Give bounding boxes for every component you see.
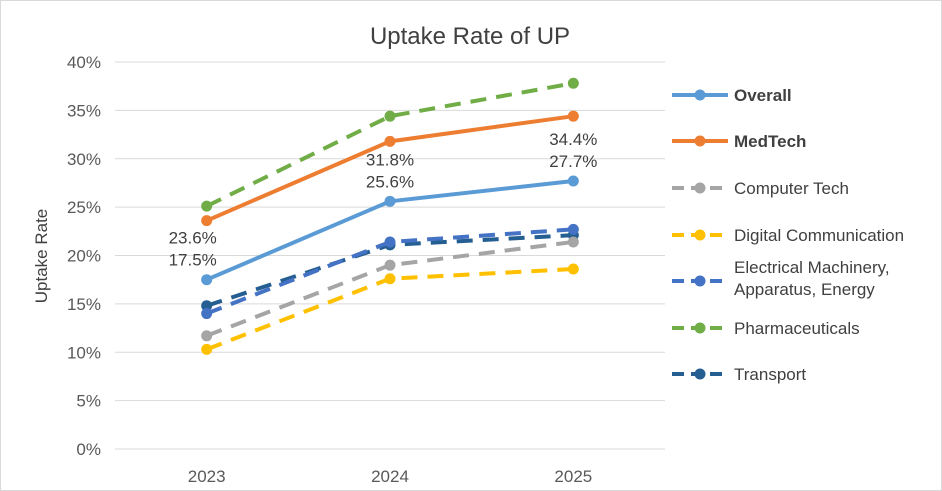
legend-item-digital-communication: Digital Communication (672, 226, 904, 245)
data-labels: 17.5% 25.6% 27.7% 23.6% 31.8% 34.4% (169, 130, 598, 270)
data-point (567, 110, 579, 122)
legend-item-overall: Overall (672, 86, 792, 105)
legend-label: Pharmaceuticals (734, 319, 860, 338)
series-computer-tech (201, 236, 579, 342)
data-point (567, 175, 579, 187)
data-point (201, 274, 213, 286)
data-label: 25.6% (366, 172, 414, 191)
legend-marker (694, 89, 706, 101)
legend-label: MedTech (734, 132, 806, 151)
data-point (201, 215, 213, 227)
data-point (384, 135, 396, 147)
data-point (567, 263, 579, 275)
x-tick-label: 2025 (554, 467, 592, 486)
data-label: 31.8% (366, 150, 414, 169)
y-tick-label: 25% (67, 198, 101, 217)
data-point (201, 200, 213, 212)
legend-item-computer-tech: Computer Tech (672, 179, 849, 198)
series-overall (201, 175, 579, 286)
data-point (384, 110, 396, 122)
y-tick-label: 35% (67, 101, 101, 120)
legend-item-pharmaceuticals: Pharmaceuticals (672, 319, 860, 338)
data-point (384, 273, 396, 285)
legend-label: Overall (734, 86, 792, 105)
legend-label: Computer Tech (734, 179, 849, 198)
data-label: 17.5% (169, 251, 217, 270)
y-axis: 0% 5% 10% 15% 20% 25% 30% 35% 40% (67, 53, 101, 459)
y-tick-label: 20% (67, 247, 101, 266)
legend-marker (694, 322, 706, 334)
data-label: 23.6% (169, 229, 217, 248)
series-digital-communication (201, 263, 579, 355)
x-tick-label: 2023 (188, 467, 226, 486)
legend-label: Electrical Machinery, (734, 258, 890, 277)
series-medtech (201, 110, 579, 227)
y-tick-label: 0% (76, 440, 101, 459)
legend-marker (694, 368, 706, 380)
chart-title: Uptake Rate of UP (370, 23, 570, 50)
y-tick-label: 5% (76, 392, 101, 411)
data-point (567, 223, 579, 235)
y-axis-label: Uptake Rate (32, 209, 51, 304)
y-tick-label: 40% (67, 53, 101, 72)
data-point (384, 236, 396, 248)
data-point (201, 343, 213, 355)
data-point (567, 77, 579, 89)
gridlines (115, 61, 665, 450)
x-tick-label: 2024 (371, 467, 409, 486)
data-point (384, 259, 396, 271)
legend: Overall MedTech Computer Tech Digital Commu… (672, 86, 904, 384)
legend-label: Digital Communication (734, 226, 904, 245)
y-tick-label: 10% (67, 343, 101, 362)
legend-item-medtech: MedTech (672, 132, 806, 151)
data-point (567, 236, 579, 248)
legend-item-transport: Transport (672, 365, 806, 384)
y-tick-label: 15% (67, 295, 101, 314)
data-point (384, 195, 396, 207)
data-label: 27.7% (549, 152, 597, 171)
legend-marker (694, 275, 706, 287)
data-point (201, 330, 213, 342)
series-electrical-machinery-apparatus-energy (201, 223, 579, 320)
data-point (201, 300, 213, 312)
legend-marker (694, 229, 706, 241)
legend-marker (694, 182, 706, 194)
legend-label: Transport (734, 365, 806, 384)
data-label: 34.4% (549, 130, 597, 149)
legend-item-electrical-machinery-apparatus-energy: Electrical Machinery, Apparatus, Energy (672, 258, 890, 299)
series-pharmaceuticals (201, 77, 579, 212)
legend-label: Apparatus, Energy (734, 280, 875, 299)
legend-marker (694, 135, 706, 147)
x-axis: 2023 2024 2025 (188, 467, 592, 486)
data-point (201, 308, 213, 320)
series-lines (201, 77, 579, 355)
y-tick-label: 30% (67, 150, 101, 169)
